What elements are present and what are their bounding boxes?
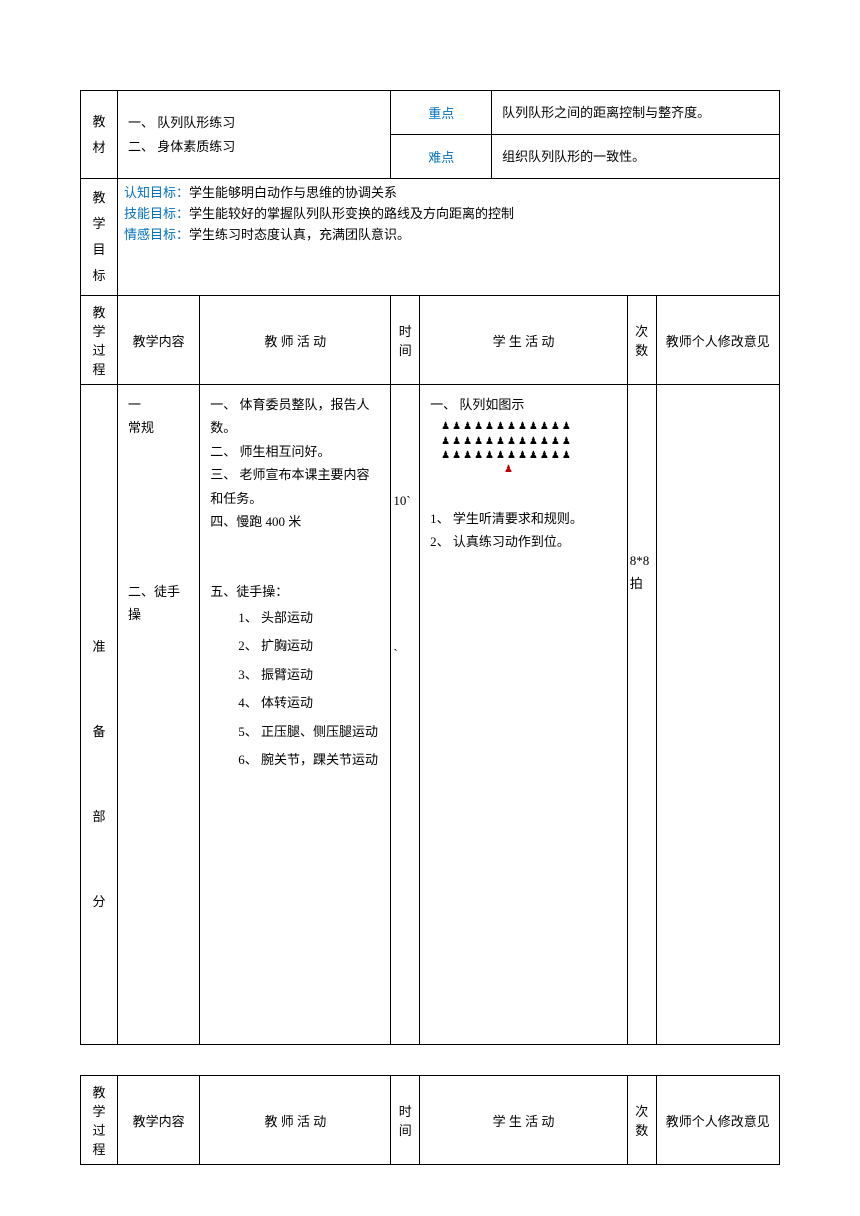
prep-time: 10` ` [391,385,420,1045]
goals-label: 教学目标 [81,179,118,296]
keypoint-content: 队列队形之间的距离控制与整齐度。 [492,91,780,135]
student-header: 一、 队列如图示 [430,397,524,412]
skill-label: 技能目标： [124,206,189,221]
exercise-2: 2、 扩胸运动 [238,638,313,653]
exercise-6: 6、 腕关节，踝关节运动 [238,752,378,767]
col-count: 次数 [627,296,656,385]
formation-diagram: ♟♟♟♟♟♟♟♟♟♟♟♟ ♟♟♟♟♟♟♟♟♟♟♟♟ ♟♟♟♟♟♟♟♟♟♟♟♟ ♟ [430,416,617,483]
prep-teacher-activity: 一、 体育委员整队，报告人数。 二、 师生相互问好。 三、 老师宣布本课主要内容… [200,385,391,1045]
prep-char-3: 部 [83,804,115,830]
student-note-2: 2、 认真练习动作到位。 [430,534,570,549]
prep-count: 8*8拍 [627,385,656,1045]
emotion-text: 学生练习时态度认真，充满团队意识。 [189,227,410,242]
repeated-header-table: 教学过程 教学内容 教 师 活 动 时间 学 生 活 动 次数 教师个人修改意见 [80,1075,780,1165]
difficulty-label: 难点 [391,135,492,179]
col-feedback: 教师个人修改意见 [656,296,779,385]
exercise-3: 3、 振臂运动 [238,667,313,682]
col-feedback-2: 教师个人修改意见 [656,1076,779,1165]
formation-teacher-row: ♟ [440,461,617,475]
content-line-3: 二、徒手操 [128,584,180,622]
content-line-1: 一 [128,397,141,412]
col-time: 时间 [391,296,420,385]
goals-content: 认知目标：学生能够明白动作与思维的协调关系 技能目标：学生能较好的掌握队列队形变… [118,179,780,296]
prep-section-label: 准 备 部 分 [81,385,118,1045]
skill-text: 学生能较好的掌握队列队形变换的路线及方向距离的控制 [189,206,514,221]
count-value: 8*8拍 [630,553,650,591]
difficulty-content: 组织队列队形的一致性。 [492,135,780,179]
col-count-2: 次数 [627,1076,656,1165]
teacher-act-4: 四、慢跑 400 米 [210,514,301,529]
col-process: 教学过程 [81,296,118,385]
prep-teaching-content: 一 常规 二、徒手操 [118,385,200,1045]
material-line-1: 一、 队列队形练习 [128,115,235,130]
prep-char-1: 准 [83,634,115,660]
prep-feedback [656,385,779,1045]
col-time-2: 时间 [391,1076,420,1165]
lesson-plan-table: 教材 一、 队列队形练习 二、 身体素质练习 重点 队列队形之间的距离控制与整齐… [80,90,780,1045]
cognitive-text: 学生能够明白动作与思维的协调关系 [189,185,397,200]
col-content-2: 教学内容 [118,1076,200,1165]
teacher-icon: ♟ [504,464,513,475]
exercise-5: 5、 正压腿、侧压腿运动 [238,724,378,739]
col-process-2: 教学过程 [81,1076,118,1165]
keypoint-label: 重点 [391,91,492,135]
teacher-act-1: 一、 体育委员整队，报告人数。 [210,397,369,435]
emotion-label: 情感目标： [124,227,189,242]
material-content: 一、 队列队形练习 二、 身体素质练习 [118,91,391,179]
time-value-1: 10` [393,493,410,508]
content-line-2: 常规 [128,420,154,435]
exercise-4: 4、 体转运动 [238,695,313,710]
teacher-act-2: 二、 师生相互问好。 [210,444,330,459]
teacher-act-5: 五、徒手操： [210,584,288,599]
formation-row-2: ♟♟♟♟♟♟♟♟♟♟♟♟ [440,433,617,447]
col-teacher: 教 师 活 动 [200,296,391,385]
col-content: 教学内容 [118,296,200,385]
formation-row-1: ♟♟♟♟♟♟♟♟♟♟♟♟ [440,418,617,432]
prep-student-activity: 一、 队列如图示 ♟♟♟♟♟♟♟♟♟♟♟♟ ♟♟♟♟♟♟♟♟♟♟♟♟ ♟♟♟♟♟… [420,385,628,1045]
student-note-1: 1、 学生听清要求和规则。 [430,511,583,526]
material-line-2: 二、 身体素质练习 [128,139,235,154]
formation-row-3: ♟♟♟♟♟♟♟♟♟♟♟♟ [440,447,617,461]
prep-char-4: 分 [83,889,115,915]
col-student: 学 生 活 动 [420,296,628,385]
prep-char-2: 备 [83,719,115,745]
student-icon: ♟ [441,421,450,432]
time-value-2: ` [393,646,397,661]
teacher-act-3: 三、 老师宣布本课主要内容和任务。 [210,467,369,505]
cognitive-label: 认知目标： [124,185,189,200]
col-teacher-2: 教 师 活 动 [200,1076,391,1165]
material-label: 教材 [81,91,118,179]
exercise-1: 1、 头部运动 [238,610,313,625]
col-student-2: 学 生 活 动 [420,1076,628,1165]
